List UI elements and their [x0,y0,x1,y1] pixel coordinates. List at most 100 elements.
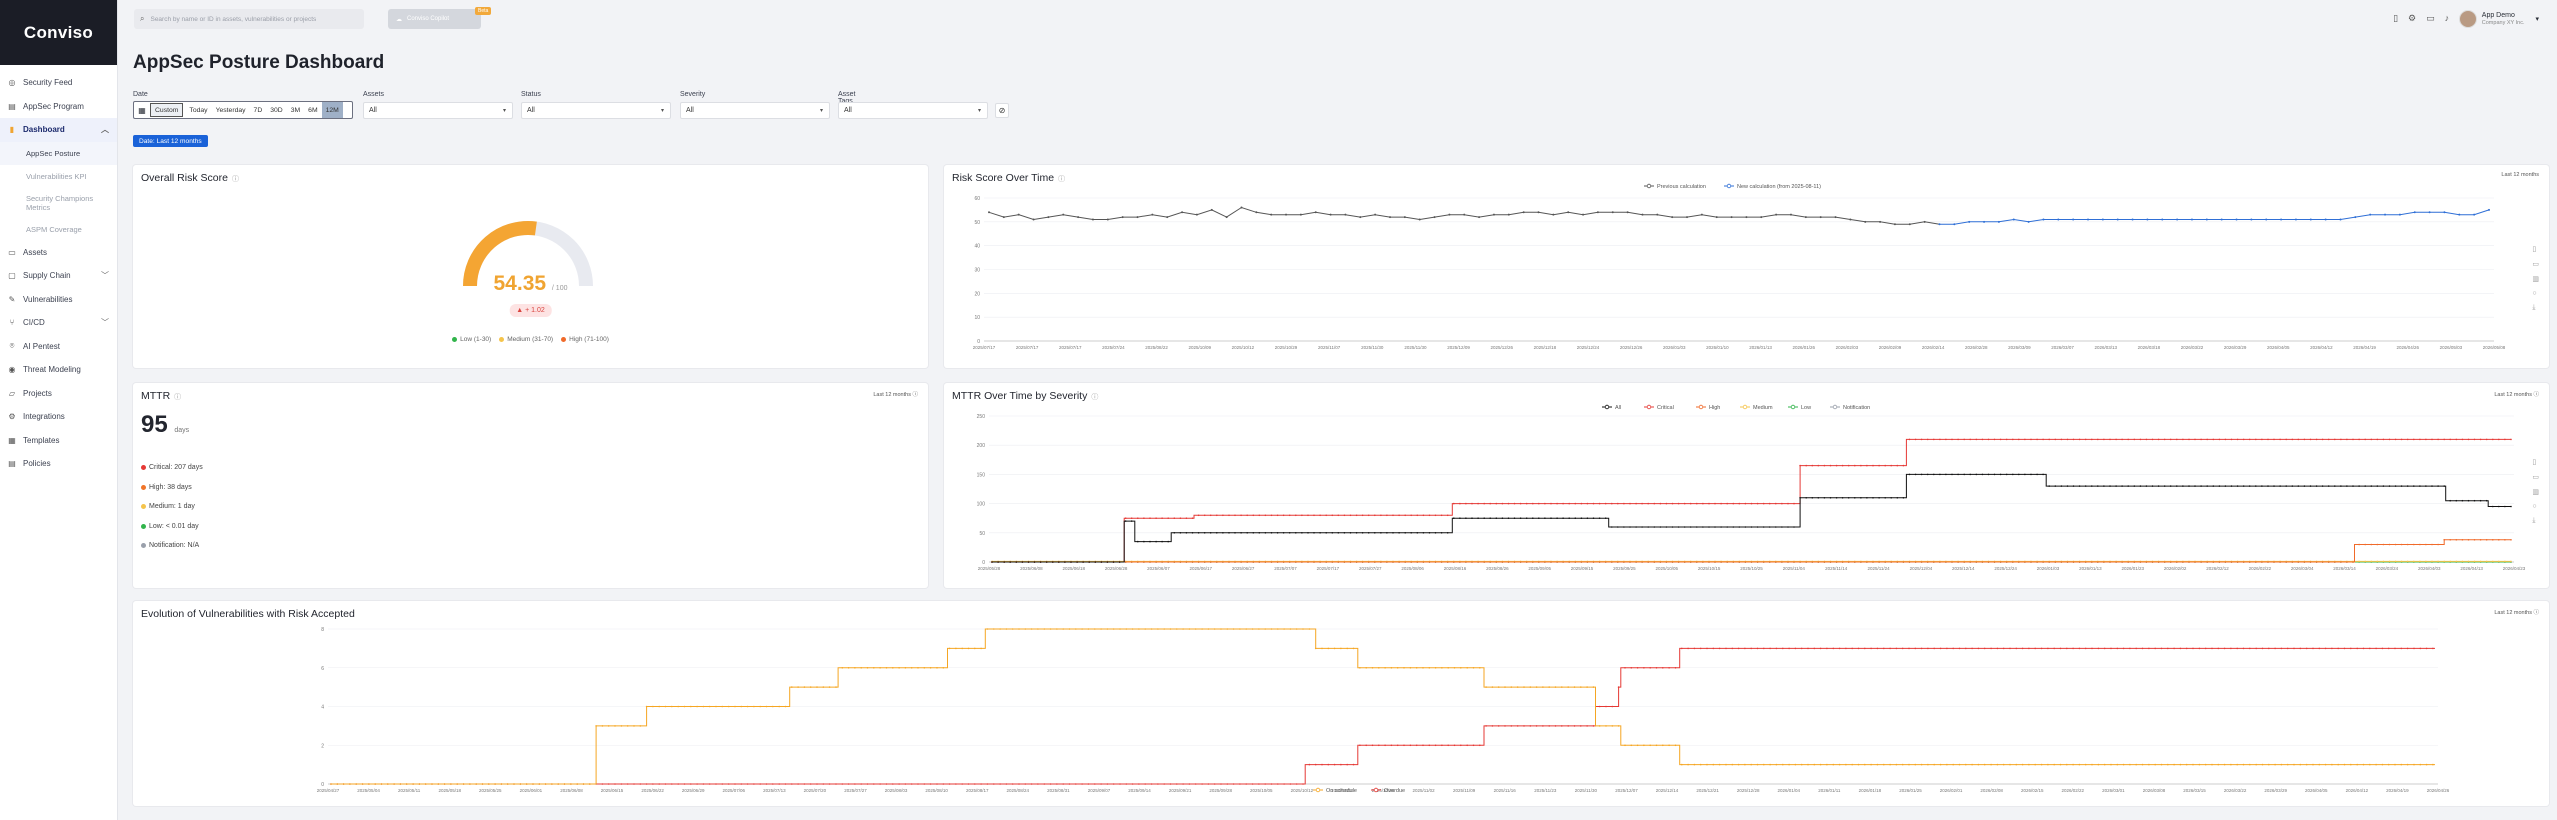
data-point [2449,560,2451,563]
active-filter-chip[interactable]: Date: Last 12 months [133,135,208,147]
data-point [1313,561,1315,563]
data-point [2286,647,2289,650]
data-point [519,783,522,785]
restore-icon[interactable]: ○ [2532,290,2537,297]
data-point [1181,211,1184,214]
info-icon[interactable]: ⓘ [231,176,239,183]
sidebar-item-threat-modeling[interactable]: ◉ Threat Modeling [0,358,117,382]
data-point [1714,502,1716,505]
download-icon[interactable]: ⤓ [2532,517,2536,524]
x-tick-label: 2026/04/13 [2460,566,2483,571]
data-point [1834,216,1837,219]
info-icon[interactable]: ⓘ [1058,176,1066,183]
calendar-icon[interactable]: ▦ [138,105,146,115]
sidebar-item-security-feed[interactable]: ◎ Security Feed [0,71,117,95]
status-select[interactable]: All ▾ [521,102,671,119]
data-point [601,783,604,785]
date-option-3m[interactable]: 3M [290,106,301,114]
sidebar-item-assets[interactable]: ▭ Assets [0,241,117,265]
data-point [1971,763,1973,766]
data-point [2492,438,2494,441]
trash-icon[interactable]: ▯ [2532,459,2537,466]
data-point [1999,473,2002,476]
data-point [2510,560,2512,563]
bell-icon[interactable]: ♪ [2444,13,2450,23]
legend-label: Medium [1753,405,1773,411]
data-point [1289,628,1292,630]
data-point [2413,647,2415,650]
zoom-icon[interactable]: ▭ [2532,261,2539,268]
download-icon[interactable]: ⤓ [2532,304,2536,311]
sidebar-item-cicd[interactable]: ⑂ CI/CD ﹀ [0,311,117,335]
settings-icon[interactable]: ⚙ [2408,13,2417,23]
date-option-custom[interactable]: Custom [150,103,184,117]
data-point [2406,560,2409,563]
bar-icon[interactable]: ▥ [2532,489,2539,496]
data-point [1270,213,1273,216]
data-point [828,686,831,688]
copilot-button[interactable]: ☁ Conviso Copilot [388,9,481,29]
data-point [405,783,408,785]
info-icon[interactable]: ⓘ [174,394,182,401]
sidebar-subitem-appsec-posture[interactable]: AppSec Posture [0,141,117,165]
clear-filter-icon[interactable]: ⊘ [995,103,1009,118]
date-option-7d[interactable]: 7D [253,106,263,114]
sidebar-item-dashboard[interactable]: ▮ Dashboard ︿ [0,118,117,142]
sidebar-item-policies[interactable]: ▤ Policies [0,452,117,476]
chat-icon[interactable]: ▭ [2426,13,2435,23]
data-point [2413,211,2416,214]
sidebar-item-integrations[interactable]: ⚙ Integrations [0,405,117,429]
x-tick-label: 2025/07/13 [763,788,786,793]
user-menu[interactable]: App Demo Company XY Inc. ▾ [2458,10,2539,28]
document-icon[interactable]: ▯ [2393,13,2399,23]
data-point [2078,438,2081,441]
data-point [1422,514,1425,517]
sidebar-item-templates[interactable]: ▦ Templates [0,429,117,453]
data-point [1641,502,1643,505]
sidebar-item-ai-pentest[interactable]: ⌾ AI Pentest [0,335,117,359]
data-point [1056,628,1058,630]
date-option-30d[interactable]: 30D [270,106,283,114]
bar-icon[interactable]: ▥ [2532,276,2539,283]
data-point [2218,561,2221,563]
data-point [1491,725,1494,727]
data-point [2072,763,2074,766]
brand-logo[interactable]: Conviso [0,0,117,65]
x-tick-label: 2025/08/26 [1486,566,1509,571]
data-point [1027,561,1030,563]
date-option-yesterday[interactable]: Yesterday [215,106,246,114]
assets-select[interactable]: All ▾ [363,102,513,119]
date-option-today[interactable]: Today [189,106,208,114]
data-point [2084,763,2087,766]
data-point [2432,763,2434,766]
trash-icon[interactable]: ▯ [2532,246,2537,253]
data-point [1889,647,1891,650]
sidebar-subitem-security-champions[interactable]: Security Champions Metrics [26,193,94,212]
global-search[interactable]: ⌕ Search by name or ID in assets, vulnera… [134,9,364,29]
zoom-icon[interactable]: ▭ [2532,474,2539,481]
data-point [702,783,705,785]
tags-select[interactable]: All ▾ [838,102,988,119]
data-point [1143,540,1145,543]
info-icon[interactable]: ⓘ [1091,394,1099,401]
sidebar-subitem-vulnerabilities-kpi[interactable]: Vulnerabilities KPI [26,171,87,181]
data-point [727,705,730,708]
data-point [2467,539,2470,541]
data-point [2097,485,2099,487]
date-option-6m[interactable]: 6M [308,106,318,114]
data-point [2387,647,2390,650]
sidebar-item-supply-chain[interactable]: ▢ Supply Chain ﹀ [0,264,117,288]
data-point [2242,485,2245,487]
severity-select[interactable]: All ▾ [680,102,830,119]
date-option-12m[interactable]: 12M [321,102,343,118]
data-point [1829,561,1832,563]
sidebar-item-vulnerabilities[interactable]: ✎ Vulnerabilities [0,288,117,312]
data-point [1032,218,1035,221]
data-point [1313,514,1315,517]
x-tick-label: 2025/12/14 [1656,788,1679,793]
restore-icon[interactable]: ○ [2532,503,2537,510]
sidebar-item-projects[interactable]: ▱ Projects [0,382,117,406]
sidebar-item-appsec-program[interactable]: ▤ AppSec Program [0,95,117,119]
data-point [1082,561,1084,563]
sidebar-subitem-aspm-coverage[interactable]: ASPM Coverage [26,224,82,234]
